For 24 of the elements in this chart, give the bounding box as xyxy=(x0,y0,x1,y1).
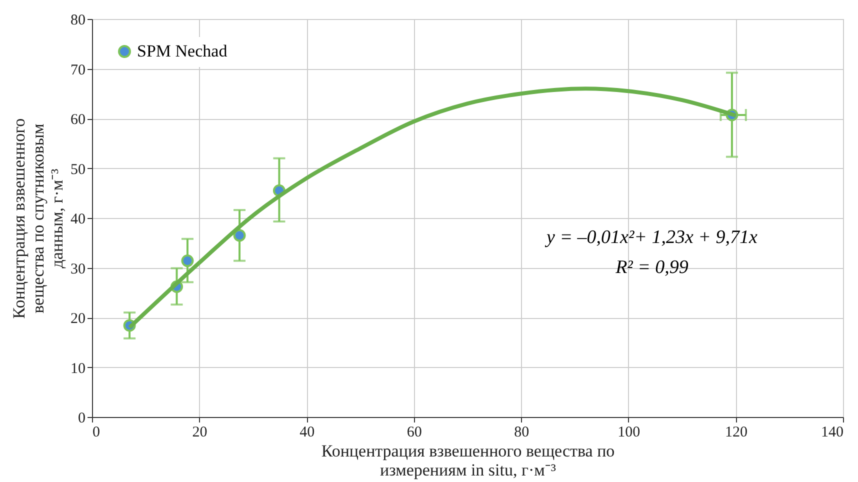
y-tick-label: 40 xyxy=(70,212,86,228)
y-tick-label: 0 xyxy=(78,410,86,426)
y-tick-label: 30 xyxy=(70,261,86,278)
point xyxy=(233,229,246,242)
x-tick-label: 20 xyxy=(192,424,208,440)
x-tick-label: 120 xyxy=(724,424,748,440)
y-tick-label: 70 xyxy=(70,62,86,78)
x-tick-label: 0 xyxy=(92,424,100,440)
x-tick-label: 80 xyxy=(514,424,530,440)
x-axis-title: Концентрация взвешенного вещества по измерениям in situ, г·м⁻³ xyxy=(321,442,615,480)
annotation: y = –0,01x²+ 1,23x + 9,71x xyxy=(544,227,758,248)
y-tick-label: 50 xyxy=(70,162,86,178)
y-tick-label: 10 xyxy=(70,360,86,377)
legend-label: SPM Nechad xyxy=(137,42,228,60)
y-tick-label: 60 xyxy=(70,112,86,128)
x-tick-label: 100 xyxy=(618,424,640,440)
y-axis-title: Концентрация взвешенного вещества по спутниковым данным, г·м⁻³ xyxy=(10,118,66,319)
y-tick-label: 20 xyxy=(70,311,86,327)
point xyxy=(181,254,194,268)
x-tick-label: 140 xyxy=(821,424,844,440)
annotation: R² = 0,99 xyxy=(614,257,689,278)
y-tick-label: 80 xyxy=(70,12,86,28)
x-tick-label: 60 xyxy=(406,424,422,440)
x-tick-label: 40 xyxy=(300,424,315,440)
